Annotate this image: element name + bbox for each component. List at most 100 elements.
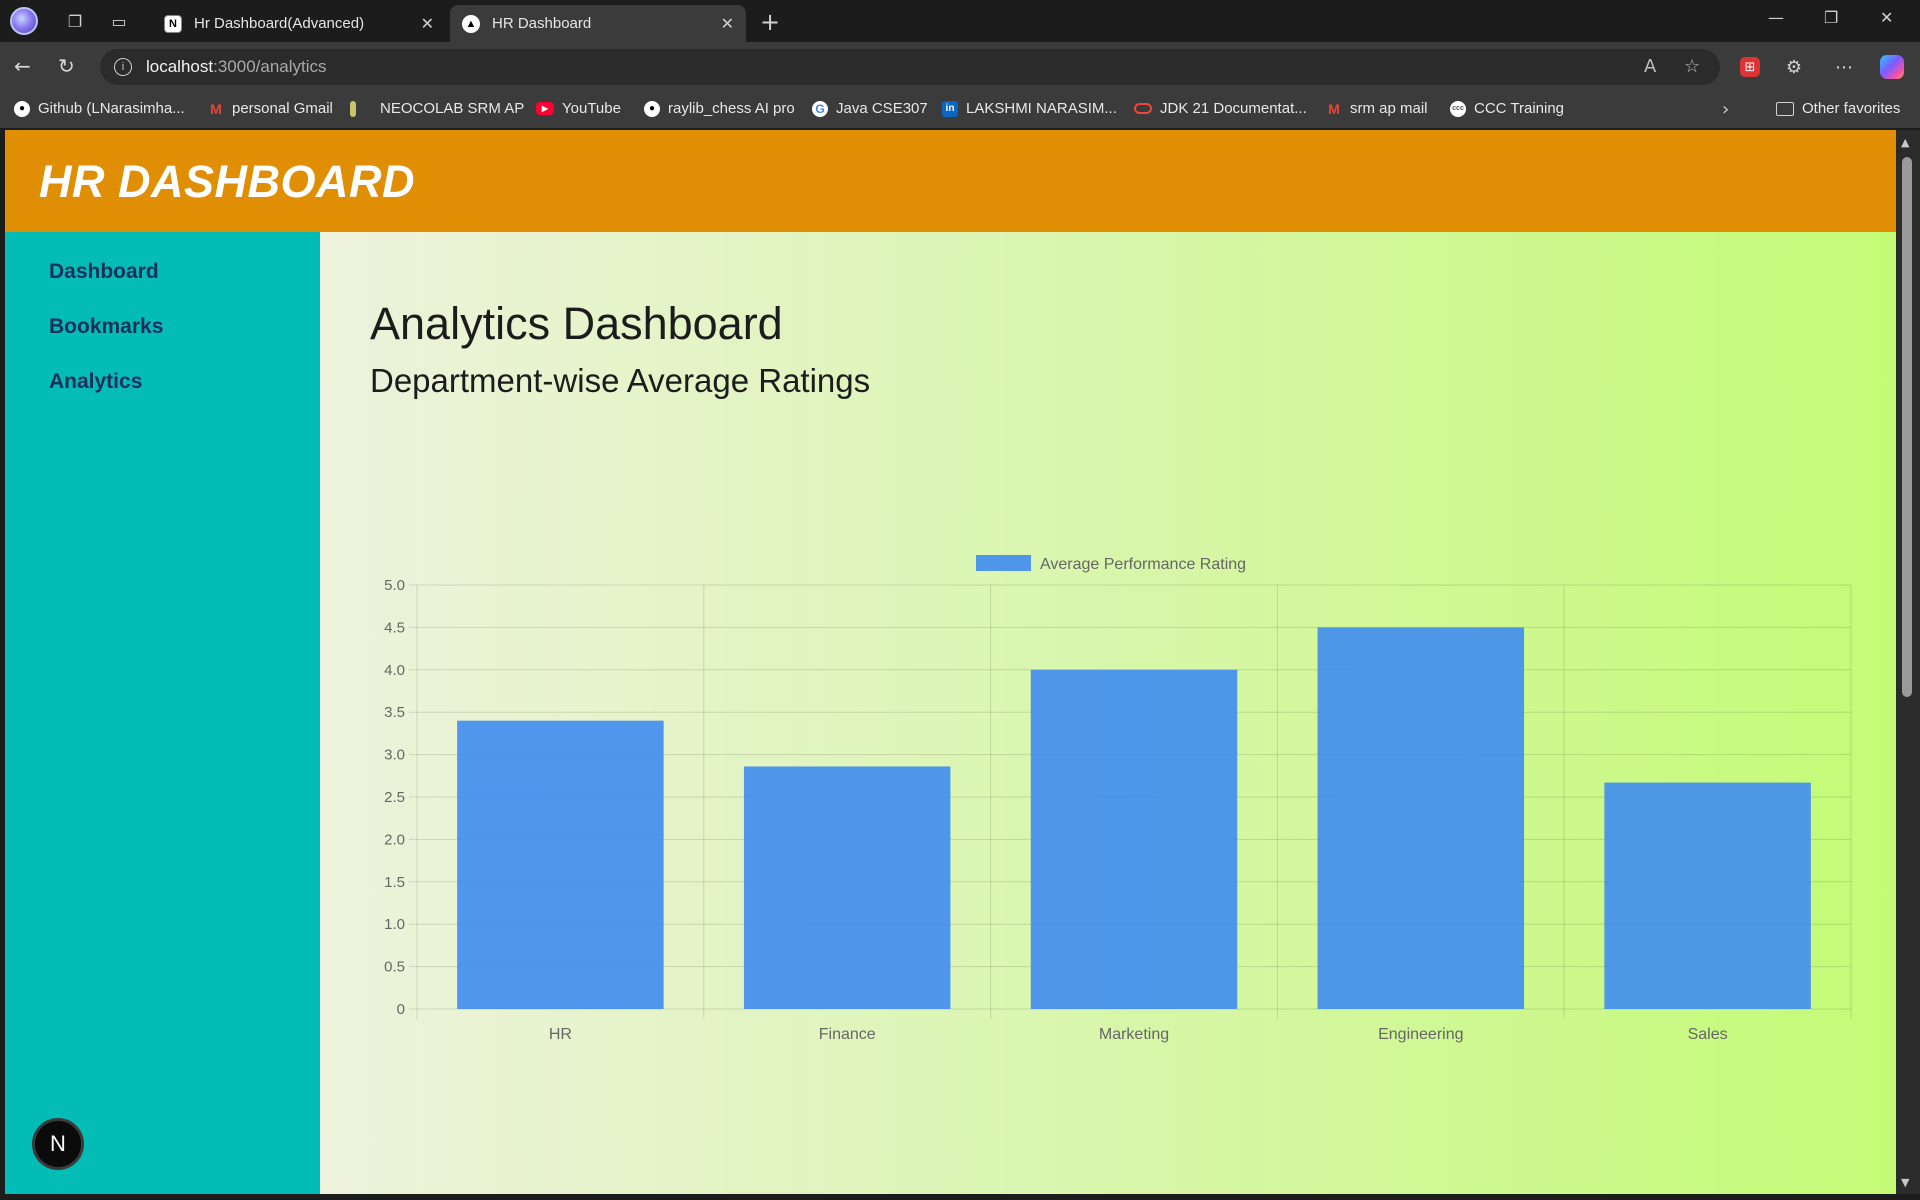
x-tick-label: Engineering bbox=[1378, 1026, 1463, 1043]
bar-marketing bbox=[1030, 669, 1238, 1009]
nextjs-icon: ▲ bbox=[462, 14, 480, 33]
y-tick-label: 3.0 bbox=[384, 747, 405, 764]
sidebar-item-dashboard[interactable]: Dashboard bbox=[49, 260, 159, 283]
bookmark-label: LAKSHMI NARASIM... bbox=[966, 100, 1117, 117]
site-info-icon[interactable]: i bbox=[114, 58, 132, 76]
app-title: HR DASHBOARD bbox=[39, 156, 415, 207]
bookmark-label: raylib_chess AI pro bbox=[668, 100, 795, 117]
workspaces-icon[interactable]: ❐ bbox=[67, 11, 83, 31]
address-field[interactable]: i localhost:3000/analytics A ☆ bbox=[100, 49, 1720, 85]
neocolab-icon bbox=[350, 100, 356, 117]
profile-avatar[interactable] bbox=[10, 7, 38, 35]
other-favorites-label: Other favorites bbox=[1802, 100, 1901, 117]
bookmark-linkedin[interactable]: in LAKSHMI NARASIM... bbox=[942, 100, 1117, 117]
y-tick-label: 5.0 bbox=[384, 577, 405, 594]
scroll-down-icon[interactable]: ▼ bbox=[1901, 1176, 1910, 1189]
tab-hr-dashboard[interactable]: ▲ HR Dashboard ✕ bbox=[450, 5, 746, 42]
bookmark-label: YouTube bbox=[562, 100, 621, 117]
tab-title: HR Dashboard bbox=[492, 15, 592, 32]
url-path: :3000/analytics bbox=[213, 57, 327, 76]
bookmark-neocolab[interactable]: NEOCOLAB SRM AP bbox=[350, 100, 524, 117]
main-content: Analytics Dashboard Department-wise Aver… bbox=[320, 232, 1896, 1194]
github-icon: ● bbox=[644, 100, 660, 117]
tab-hr-dashboard-advanced[interactable]: N Hr Dashboard(Advanced) ✕ bbox=[152, 5, 446, 42]
bookmark-label: JDK 21 Documentat... bbox=[1160, 100, 1307, 117]
y-tick-label: 0 bbox=[397, 1001, 405, 1018]
address-toolbar: ← ↻ i localhost:3000/analytics A ☆ ⊞ ⚙ ⋯ bbox=[0, 42, 1920, 94]
read-aloud-icon[interactable]: A bbox=[1644, 56, 1657, 77]
page-viewport: HR DASHBOARD Dashboard Bookmarks Analyti… bbox=[5, 130, 1896, 1194]
restore-icon[interactable]: ❐ bbox=[1824, 8, 1839, 27]
copilot-icon[interactable] bbox=[1880, 55, 1904, 79]
y-tick-label: 1.0 bbox=[384, 916, 405, 933]
y-tick-label: 2.0 bbox=[384, 831, 405, 848]
x-tick-label: Finance bbox=[819, 1026, 876, 1043]
window-close-icon[interactable]: ✕ bbox=[1880, 8, 1894, 27]
sidebar-item-bookmarks[interactable]: Bookmarks bbox=[49, 315, 164, 338]
favorite-star-icon[interactable]: ☆ bbox=[1684, 56, 1701, 77]
bookmark-label: srm ap mail bbox=[1350, 100, 1428, 117]
github-icon: ● bbox=[14, 100, 30, 117]
nextjs-dev-badge[interactable]: N bbox=[32, 1118, 84, 1170]
notion-icon: N bbox=[164, 14, 182, 33]
folder-icon bbox=[1776, 101, 1794, 116]
sidebar-item-analytics[interactable]: Analytics bbox=[49, 370, 143, 393]
bookmark-label: personal Gmail bbox=[232, 100, 333, 117]
legend-label: Average Performance Rating bbox=[1040, 556, 1246, 573]
more-menu-icon[interactable]: ⋯ bbox=[1835, 56, 1853, 78]
y-tick-label: 4.5 bbox=[384, 619, 405, 636]
y-tick-label: 3.5 bbox=[384, 704, 405, 721]
extensions-icon[interactable]: ⚙ bbox=[1785, 56, 1803, 78]
bar-hr bbox=[457, 720, 664, 1009]
bookmark-github[interactable]: ● Github (LNarasimha... bbox=[14, 100, 185, 117]
y-tick-label: 1.5 bbox=[384, 874, 405, 891]
bookmark-raylib-chess[interactable]: ● raylib_chess AI pro bbox=[644, 100, 795, 117]
app-header: HR DASHBOARD bbox=[5, 130, 1896, 232]
minimize-icon[interactable]: — bbox=[1768, 8, 1784, 27]
bookmark-ccc-training[interactable]: ccc CCC Training bbox=[1450, 100, 1564, 117]
bar-sales bbox=[1604, 782, 1811, 1009]
x-tick-label: Sales bbox=[1688, 1026, 1728, 1043]
x-tick-label: HR bbox=[549, 1026, 572, 1043]
bar-finance bbox=[743, 766, 951, 1009]
tab-actions-icon[interactable]: ▭ bbox=[111, 11, 127, 31]
gmail-icon: M bbox=[210, 100, 222, 117]
oracle-icon bbox=[1134, 103, 1152, 114]
other-favorites[interactable]: Other favorites bbox=[1776, 100, 1900, 117]
linkedin-icon: in bbox=[942, 100, 958, 117]
y-tick-label: 4.0 bbox=[384, 662, 405, 679]
reload-icon[interactable]: ↻ bbox=[58, 54, 75, 78]
scroll-thumb[interactable] bbox=[1902, 157, 1912, 697]
browser-tab-bar: ❐ ▭ N Hr Dashboard(Advanced) ✕ ▲ HR Dash… bbox=[0, 0, 1920, 42]
bookmark-label: NEOCOLAB SRM AP bbox=[380, 100, 525, 117]
url-host: localhost bbox=[146, 57, 214, 76]
ccc-icon: ccc bbox=[1450, 100, 1466, 117]
bookmark-java-cse307[interactable]: G Java CSE307 bbox=[812, 100, 928, 117]
extension-red-icon[interactable]: ⊞ bbox=[1740, 57, 1760, 77]
bar-engineering bbox=[1317, 627, 1525, 1009]
bookmark-youtube[interactable]: ▶ YouTube bbox=[536, 100, 621, 117]
bookmark-label: CCC Training bbox=[1474, 100, 1565, 117]
google-icon: G bbox=[812, 100, 828, 117]
y-tick-label: 2.5 bbox=[384, 789, 405, 806]
chevron-right-icon[interactable]: › bbox=[1722, 99, 1730, 120]
ratings-bar-chart: 0 0.5 1.0 1.5 2.0 2.5 3.0 3.5 4.0 4.5 5.0 HR Finance… bbox=[384, 555, 1852, 1043]
section-title: Department-wise Average Ratings bbox=[370, 362, 871, 399]
new-tab-button[interactable]: + bbox=[760, 8, 781, 36]
bookmark-label: Github (LNarasimha... bbox=[38, 100, 185, 117]
bookmark-jdk21[interactable]: JDK 21 Documentat... bbox=[1134, 100, 1307, 117]
close-icon[interactable]: ✕ bbox=[720, 14, 734, 33]
scroll-up-icon[interactable]: ▲ bbox=[1901, 136, 1910, 149]
tab-title: Hr Dashboard(Advanced) bbox=[194, 15, 365, 32]
x-tick-label: Marketing bbox=[1099, 1026, 1169, 1043]
page-scrollbar[interactable]: ▲ ▼ bbox=[1896, 130, 1920, 1194]
gmail-icon: M bbox=[1328, 100, 1340, 117]
back-icon[interactable]: ← bbox=[14, 54, 31, 78]
y-tick-label: 0.5 bbox=[384, 959, 405, 976]
page-title: Analytics Dashboard bbox=[370, 298, 783, 349]
youtube-icon: ▶ bbox=[536, 102, 554, 115]
close-icon[interactable]: ✕ bbox=[420, 14, 434, 33]
